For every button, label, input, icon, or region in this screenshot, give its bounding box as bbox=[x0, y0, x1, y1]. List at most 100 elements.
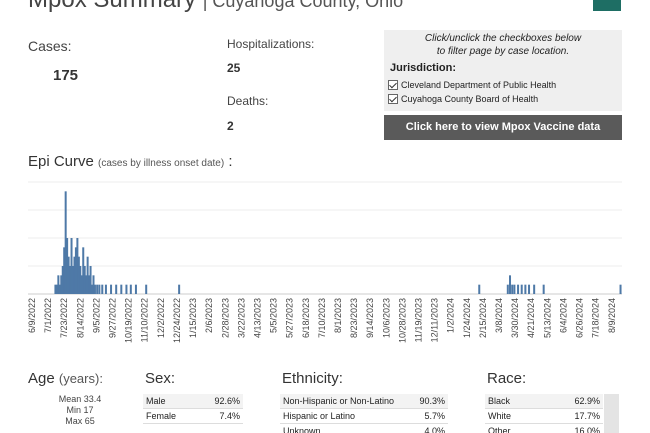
table-row: Male 92.6% bbox=[143, 394, 243, 409]
epi-bar-0[interactable] bbox=[54, 284, 57, 294]
x-tick-label-36: 8/9/2024 bbox=[607, 298, 617, 333]
epi-bar-47[interactable] bbox=[524, 284, 527, 294]
race-title: Race: bbox=[487, 370, 527, 387]
epi-bar-50[interactable] bbox=[542, 284, 545, 294]
epi-bar-17[interactable] bbox=[79, 266, 82, 294]
epi-bar-13[interactable] bbox=[73, 256, 76, 294]
epi-bar-46[interactable] bbox=[520, 284, 523, 294]
epi-bar-12[interactable] bbox=[71, 266, 74, 294]
race-table: Black 62.9% White 17.7% Other 16.0% bbox=[485, 394, 603, 433]
sex-title: Sex: bbox=[145, 370, 176, 387]
cases-value: 175 bbox=[53, 67, 79, 84]
epi-bar-26[interactable] bbox=[92, 275, 95, 294]
age-mean: Mean 33.4 bbox=[58, 394, 102, 404]
epi-bar-32[interactable] bbox=[110, 284, 113, 294]
epi-gridlines bbox=[28, 181, 622, 295]
epi-bar-27[interactable] bbox=[93, 284, 96, 294]
epi-bar-15[interactable] bbox=[76, 238, 79, 294]
age-title-unit: (years): bbox=[58, 371, 103, 386]
table-row: Other 16.0% bbox=[485, 424, 603, 433]
x-tick-label-26: 1/2/2024 bbox=[446, 298, 456, 333]
epi-bar-4[interactable] bbox=[60, 275, 63, 294]
epi-bar-48[interactable] bbox=[528, 284, 531, 294]
checkbox-cuyahoga[interactable] bbox=[388, 94, 398, 104]
x-tick-label-22: 10/6/2023 bbox=[381, 298, 391, 338]
checkbox-cleveland[interactable] bbox=[388, 80, 398, 90]
epi-bar-33[interactable] bbox=[115, 284, 118, 294]
epi-bar-29[interactable] bbox=[98, 284, 101, 294]
epi-bar-51[interactable] bbox=[619, 284, 622, 294]
header-accent-bar bbox=[593, 0, 621, 11]
ethnicity-category: Unknown bbox=[283, 426, 321, 433]
x-tick-label-14: 4/13/2023 bbox=[252, 298, 262, 338]
epi-bar-49[interactable] bbox=[533, 284, 536, 294]
epi-bar-5[interactable] bbox=[61, 266, 64, 294]
epi-bar-30[interactable] bbox=[101, 284, 104, 294]
epi-bar-36[interactable] bbox=[129, 284, 132, 294]
epi-bar-2[interactable] bbox=[57, 275, 60, 294]
race-table-scrollbar[interactable] bbox=[604, 394, 619, 433]
epi-bar-7[interactable] bbox=[64, 191, 67, 294]
epi-bar-23[interactable] bbox=[88, 275, 91, 294]
epi-bar-14[interactable] bbox=[74, 247, 77, 294]
x-tick-label-25: 12/11/2023 bbox=[430, 298, 440, 342]
epi-bar-38[interactable] bbox=[145, 284, 148, 294]
jurisdiction-option-label: Cuyahoga County Board of Health bbox=[401, 94, 539, 104]
ethnicity-percent: 4.0% bbox=[424, 426, 445, 433]
epi-bar-3[interactable] bbox=[58, 284, 61, 294]
hospitalizations-value: 25 bbox=[227, 61, 241, 75]
epi-bar-9[interactable] bbox=[67, 256, 70, 294]
deaths-value: 2 bbox=[227, 119, 234, 133]
x-tick-label-34: 6/26/2024 bbox=[575, 298, 585, 338]
sex-category: Male bbox=[146, 396, 166, 406]
epi-bar-8[interactable] bbox=[66, 238, 69, 294]
jurisdiction-option-cuyahoga[interactable]: Cuyahoga County Board of Health bbox=[388, 94, 538, 104]
epi-bar-28[interactable] bbox=[96, 284, 99, 294]
x-tick-label-3: 8/14/2022 bbox=[75, 298, 85, 338]
epi-bar-45[interactable] bbox=[517, 284, 520, 294]
epi-bar-11[interactable] bbox=[70, 238, 73, 294]
epi-bar-25[interactable] bbox=[91, 284, 94, 294]
epi-bar-10[interactable] bbox=[69, 266, 72, 294]
epi-bar-40[interactable] bbox=[478, 284, 481, 294]
x-tick-label-13: 3/22/2023 bbox=[236, 298, 246, 338]
epi-bar-20[interactable] bbox=[83, 266, 86, 294]
epi-bar-1[interactable] bbox=[55, 284, 58, 294]
epi-bar-37[interactable] bbox=[134, 284, 137, 294]
epi-bar-43[interactable] bbox=[511, 284, 514, 294]
filter-hint-line-1: Click/unclick the checkboxes below bbox=[424, 33, 582, 44]
vaccine-data-button[interactable]: Click here to view Mpox Vaccine data bbox=[384, 115, 622, 140]
deaths-label: Deaths: bbox=[227, 94, 269, 108]
x-tick-label-32: 5/13/2024 bbox=[542, 298, 552, 338]
epi-title-subtitle: (cases by illness onset date) bbox=[98, 158, 225, 169]
x-tick-label-24: 11/19/2023 bbox=[414, 298, 424, 342]
x-tick-label-33: 6/4/2024 bbox=[558, 298, 568, 333]
filter-instructions: Click/unclick the checkboxes below to fi… bbox=[384, 32, 622, 58]
epi-bar-39[interactable] bbox=[178, 284, 181, 294]
epi-bar-6[interactable] bbox=[63, 247, 66, 294]
epi-bar-21[interactable] bbox=[85, 275, 88, 294]
epi-bar-24[interactable] bbox=[89, 266, 92, 294]
x-tick-label-12: 2/28/2023 bbox=[220, 298, 230, 338]
jurisdiction-filter-panel: Click/unclick the checkboxes below to fi… bbox=[384, 30, 622, 111]
epi-bar-41[interactable] bbox=[506, 284, 509, 294]
epi-bar-18[interactable] bbox=[80, 275, 83, 294]
epi-bar-16[interactable] bbox=[77, 256, 80, 294]
epi-bars bbox=[54, 191, 622, 294]
epi-bar-44[interactable] bbox=[513, 284, 516, 294]
x-tick-label-20: 8/23/2023 bbox=[349, 298, 359, 338]
epi-bar-34[interactable] bbox=[120, 284, 123, 294]
epi-bar-31[interactable] bbox=[104, 284, 107, 294]
age-stats: Mean 33.4 Min 17 Max 65 bbox=[40, 394, 120, 427]
epi-bar-19[interactable] bbox=[82, 247, 85, 294]
ethnicity-table: Non-Hispanic or Non-Latino 90.3% Hispani… bbox=[280, 394, 448, 433]
x-tick-label-19: 8/1/2023 bbox=[333, 298, 343, 333]
epi-bar-35[interactable] bbox=[125, 284, 128, 294]
epi-bar-42[interactable] bbox=[509, 275, 512, 294]
x-tick-label-10: 1/15/2023 bbox=[188, 298, 198, 338]
epi-bar-22[interactable] bbox=[86, 256, 89, 294]
x-tick-label-27: 1/24/2024 bbox=[462, 298, 472, 338]
x-tick-label-21: 9/14/2023 bbox=[365, 298, 375, 338]
jurisdiction-option-cleveland[interactable]: Cleveland Department of Public Health bbox=[388, 80, 556, 90]
x-tick-label-7: 11/10/2022 bbox=[140, 298, 150, 342]
